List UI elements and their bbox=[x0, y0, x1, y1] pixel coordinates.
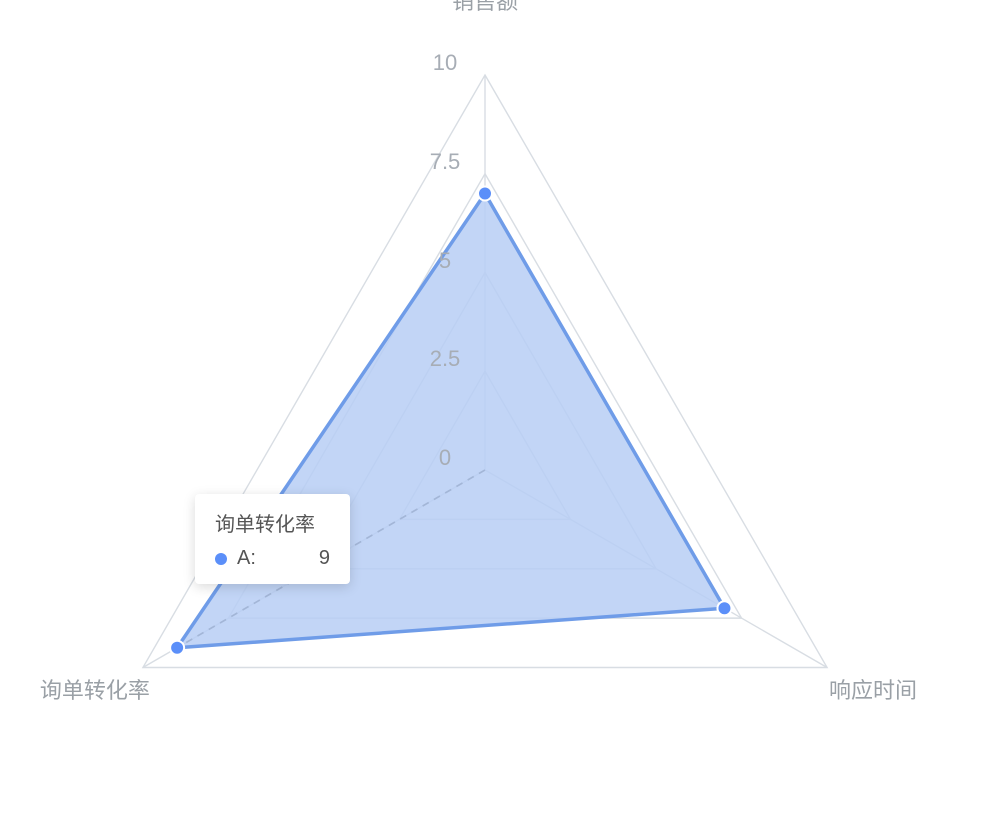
axis-label-response: 响应时间 bbox=[829, 673, 917, 705]
tick-label-3: 7.5 bbox=[430, 149, 461, 175]
tooltip: 询单转化率 A: 9 bbox=[195, 494, 350, 584]
axis-label-conversion: 询单转化率 bbox=[40, 673, 150, 705]
tooltip-marker-icon bbox=[215, 553, 227, 565]
tooltip-row: A: 9 bbox=[215, 547, 330, 570]
radar-chart: 销售额 响应时间 询单转化率 0 2.5 5 7.5 10 询单转化率 A: 9 bbox=[0, 0, 1000, 818]
tick-label-4: 10 bbox=[433, 50, 457, 76]
axis-label-sales: 销售额 bbox=[452, 0, 518, 16]
tick-label-1: 2.5 bbox=[430, 346, 461, 372]
tooltip-title: 询单转化率 bbox=[215, 508, 330, 537]
tooltip-value: 9 bbox=[319, 547, 330, 570]
tick-label-2: 5 bbox=[439, 248, 451, 274]
tick-label-0: 0 bbox=[439, 445, 451, 471]
tooltip-series-name: A: bbox=[237, 547, 256, 570]
